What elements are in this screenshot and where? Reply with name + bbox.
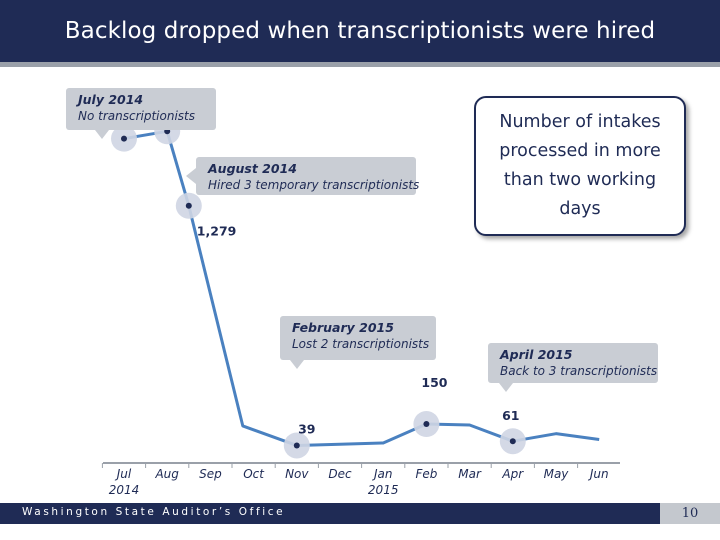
x-tick-label: May [544,467,570,481]
legend-box: Number of intakes processed in more than… [474,96,686,236]
x-tick-label: Jun [588,467,609,481]
x-tick-label: Oct [243,467,265,481]
annotation-box [66,88,216,130]
data-point [423,421,430,427]
data-label: 61 [502,408,519,423]
data-label: 1,279 [197,224,237,239]
x-tick-year: 2014 [109,483,140,497]
data-label: 150 [421,375,447,390]
footer-text: Washington State Auditor’s Office [22,506,286,518]
line-chart: Jul 2014 Aug Sep Oct Nov Dec Jan 2015 Feb Mar Apr Ma… [66,88,658,497]
annotation-title: August 2014 [207,161,297,176]
annotation-box [196,157,416,195]
x-tick-year: 2015 [368,483,399,497]
x-tick-label: Nov [285,467,309,481]
x-tick-label: Jan [372,467,393,481]
data-point [185,202,192,209]
annotation-title: July 2014 [75,92,143,107]
data-label: 39 [298,421,315,436]
x-tick-label: Apr [501,467,524,481]
footer-bar [0,503,720,524]
annotation-title: April 2015 [499,347,573,362]
x-tick-label: Aug [154,467,179,481]
annotation-box [280,316,436,360]
annotation-text: Lost 2 transcriptionists [292,337,429,351]
page-number: 10 [660,503,720,524]
annotation-pointer [290,360,304,369]
annotation-pointer [499,383,513,392]
annotation-text: Hired 3 temporary transcriptionists [208,178,419,192]
annotation-title: February 2015 [292,320,394,335]
title-divider [0,62,720,67]
x-tick-label: Dec [328,467,352,481]
legend-text: Number of intakes processed in more than… [499,112,661,219]
x-tick-label: Mar [458,467,482,481]
x-tick-label: Feb [415,467,437,481]
annotation-text: No transcriptionists [78,109,195,123]
data-point [121,135,127,142]
data-point [293,442,300,449]
annotation-pointer [95,130,109,139]
x-tick-label: Sep [199,467,222,481]
annotation-box [488,343,658,383]
data-point [509,438,516,445]
annotation-pointer [186,168,196,184]
annotation-text: Back to 3 transcriptionists [500,364,657,378]
slide-title: Backlog dropped when transcriptionists w… [0,0,720,62]
x-tick-label: Jul [115,467,132,481]
